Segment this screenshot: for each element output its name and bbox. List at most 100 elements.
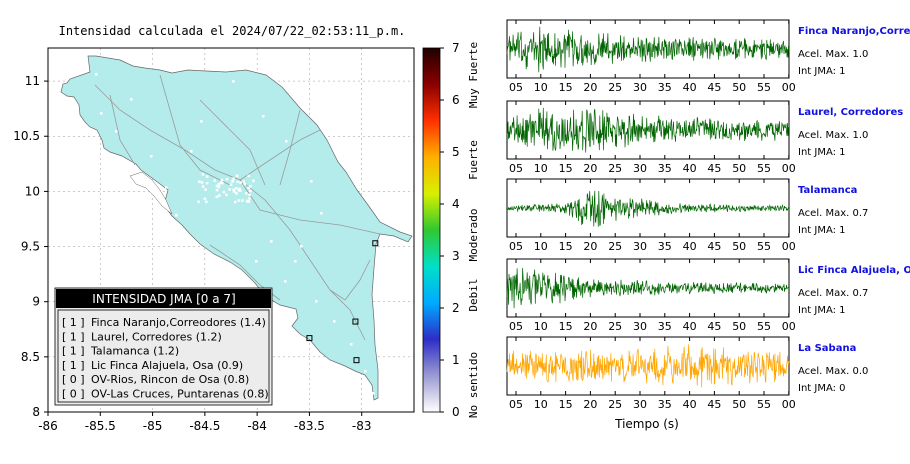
- waveform-x-tick-label: 05: [509, 320, 523, 333]
- city-marker: [320, 212, 323, 215]
- station-name: La Sabana: [798, 343, 856, 354]
- city-marker: [205, 175, 209, 178]
- legend-header: [56, 289, 271, 308]
- waveform-x-tick-label: 30: [633, 240, 647, 253]
- colorbar-ticks: 0 1 2 3 4 5 6 7: [440, 41, 460, 419]
- legend-title: INTENSIDAD JMA [0 a 7]: [92, 292, 235, 306]
- station-markers: [306, 240, 379, 364]
- city-marker: [234, 200, 237, 204]
- waveform-x-tick-label: 35: [658, 81, 672, 94]
- waveform-x-tick-label: 20: [583, 240, 597, 253]
- city-marker: [232, 188, 235, 191]
- station-marker: [352, 318, 359, 325]
- station-max-accel: Acel. Max. 0.7: [798, 208, 868, 219]
- map-x-tick-label: -84.5: [189, 419, 220, 433]
- waveform-x-tick-label: 25: [608, 81, 622, 94]
- legend-entry-label: OV-Rios, Rincon de Osa (0.8): [91, 373, 249, 386]
- waveform-trace: [506, 26, 790, 73]
- city-marker: [333, 320, 336, 323]
- map-y-tick-label: 10: [25, 184, 40, 198]
- map-title: Intensidad calculada el 2024/07/22_02:53…: [59, 24, 406, 38]
- nicoya-gulf-water: [129, 171, 173, 215]
- city-marker: [190, 150, 193, 153]
- city-marker: [262, 115, 265, 118]
- city-marker: [315, 300, 318, 303]
- waveform-x-tick-label: 55: [757, 162, 771, 175]
- city-marker: [242, 180, 245, 183]
- colorbar-category-label: No sentido: [467, 352, 480, 418]
- waveform-x-tick-label: 15: [559, 240, 573, 253]
- waveform-x-tick-label: 50: [732, 320, 746, 333]
- road-line: [279, 109, 301, 186]
- waveform-x-tick-label: 45: [707, 81, 721, 94]
- city-marker: [217, 185, 221, 189]
- waveform-x-tick-label: 35: [658, 162, 672, 175]
- road-line: [109, 94, 136, 166]
- city-marker: [201, 173, 205, 176]
- legend-entry-value: [ 0 ]: [62, 373, 85, 386]
- map-frame: [47, 47, 415, 413]
- waveform-x-tick-label: 10: [534, 240, 548, 253]
- city-marker: [232, 80, 235, 83]
- waveform-x-tick-label: 50: [732, 240, 746, 253]
- city-marker: [130, 98, 133, 101]
- legend-entry-label: Finca Naranjo,Correodores (1.4): [91, 316, 266, 329]
- waveform-x-tick-label: 30: [633, 81, 647, 94]
- waveform-x-tick-label: 05: [509, 81, 523, 94]
- colorbar-tick-label: 5: [452, 145, 460, 159]
- road-line: [329, 259, 371, 301]
- waveform-trace: [506, 190, 790, 227]
- legend-entries: [ 1 ] Finca Naranjo,Correodores (1.4) [ 1 …: [62, 316, 269, 401]
- city-marker: [175, 214, 178, 217]
- colorbar-tick-label: 6: [452, 93, 460, 107]
- map-x-tick-label: -85.5: [85, 419, 116, 433]
- waveform-x-tick-label: 05: [509, 162, 523, 175]
- station-max-accel: Acel. Max. 1.0: [798, 130, 868, 141]
- city-marker: [231, 179, 234, 183]
- station-max-accel: Acel. Max. 0.0: [798, 366, 868, 377]
- city-marker: [201, 185, 205, 188]
- road-line: [199, 99, 266, 186]
- road-line: [159, 74, 231, 186]
- city-marker: [225, 177, 229, 181]
- waveform-x-tick-label: 50: [732, 162, 746, 175]
- map-x-tick-label: -86: [38, 419, 58, 433]
- city-marker: [219, 181, 223, 185]
- road-line: [94, 84, 366, 341]
- colorbar-tick-label: 2: [452, 301, 460, 315]
- city-marker: [215, 184, 219, 188]
- city-markers: [95, 73, 395, 395]
- waveform-x-tick-label: 20: [583, 81, 597, 94]
- city-marker: [241, 199, 244, 202]
- city-marker: [225, 193, 228, 197]
- city-marker: [200, 120, 203, 123]
- city-marker: [310, 180, 313, 183]
- city-marker: [249, 189, 252, 193]
- waveform-x-tick-label: 45: [707, 398, 721, 411]
- city-marker: [235, 192, 238, 195]
- waveform-x-tick-label: 40: [683, 240, 697, 253]
- waveform-x-tick-label: 25: [608, 320, 622, 333]
- colorbar-category-labels: No sentido Debil Moderado Fuerte Muy Fuerte: [467, 42, 480, 418]
- map-x-axis: -86 -85.5 -85 -84.5 -84 -83.5 -83: [38, 412, 372, 433]
- city-marker: [221, 181, 224, 185]
- city-marker: [218, 194, 221, 197]
- station-max-accel: Acel. Max. 1.0: [798, 49, 868, 60]
- city-marker: [235, 174, 239, 178]
- map-y-tick-label: 8.5: [21, 350, 40, 364]
- waveform-panel: 05 10 15 20 25 30 35 40 45 50 55 00 La Sabana Acel. M…: [506, 336, 868, 411]
- map-x-tick-label: -84: [247, 419, 267, 433]
- station-jma-intensity: Int JMA: 0: [798, 383, 846, 394]
- station-marker: [353, 357, 360, 364]
- city-marker: [243, 182, 247, 186]
- city-marker: [197, 200, 201, 204]
- station-max-accel: Acel. Max. 0.7: [798, 288, 868, 299]
- city-marker: [237, 199, 241, 202]
- waveform-trace: [506, 107, 790, 153]
- waveform-x-tick-label: 10: [534, 162, 548, 175]
- waveform-x-tick-label: 00: [782, 398, 796, 411]
- city-marker: [95, 73, 98, 76]
- colorbar-tick-label: 7: [452, 41, 460, 55]
- city-marker: [205, 181, 209, 185]
